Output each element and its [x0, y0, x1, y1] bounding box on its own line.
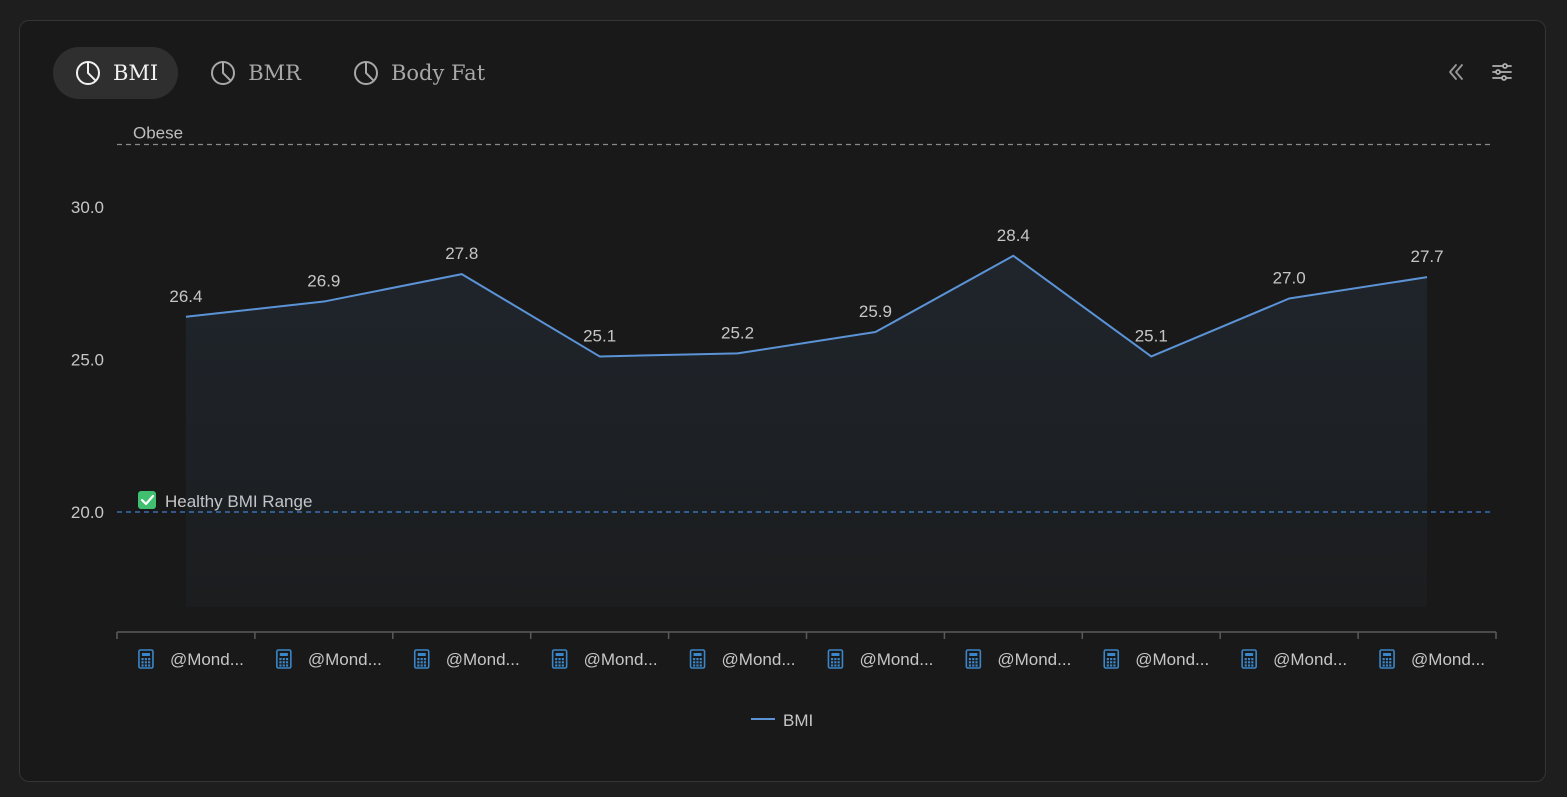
pie-chart-icon	[75, 60, 101, 86]
tab-label: BMR	[248, 61, 301, 85]
tab-label: BMI	[113, 61, 159, 85]
pie-chart-icon	[353, 60, 379, 86]
sliders-icon[interactable]	[1489, 59, 1515, 85]
chart-card: BMI BMR Body Fat	[19, 20, 1546, 782]
tab-bmi[interactable]: BMI	[53, 47, 179, 99]
chart-tabs: BMI BMR Body Fat	[53, 47, 505, 99]
tab-bmr[interactable]: BMR	[188, 47, 321, 99]
pie-chart-icon	[210, 60, 236, 86]
double-chevron-left-icon[interactable]	[1443, 59, 1469, 85]
tab-label: Body Fat	[390, 61, 486, 85]
tab-body-fat[interactable]: Body Fat	[331, 47, 505, 99]
toolbar	[1443, 59, 1515, 85]
